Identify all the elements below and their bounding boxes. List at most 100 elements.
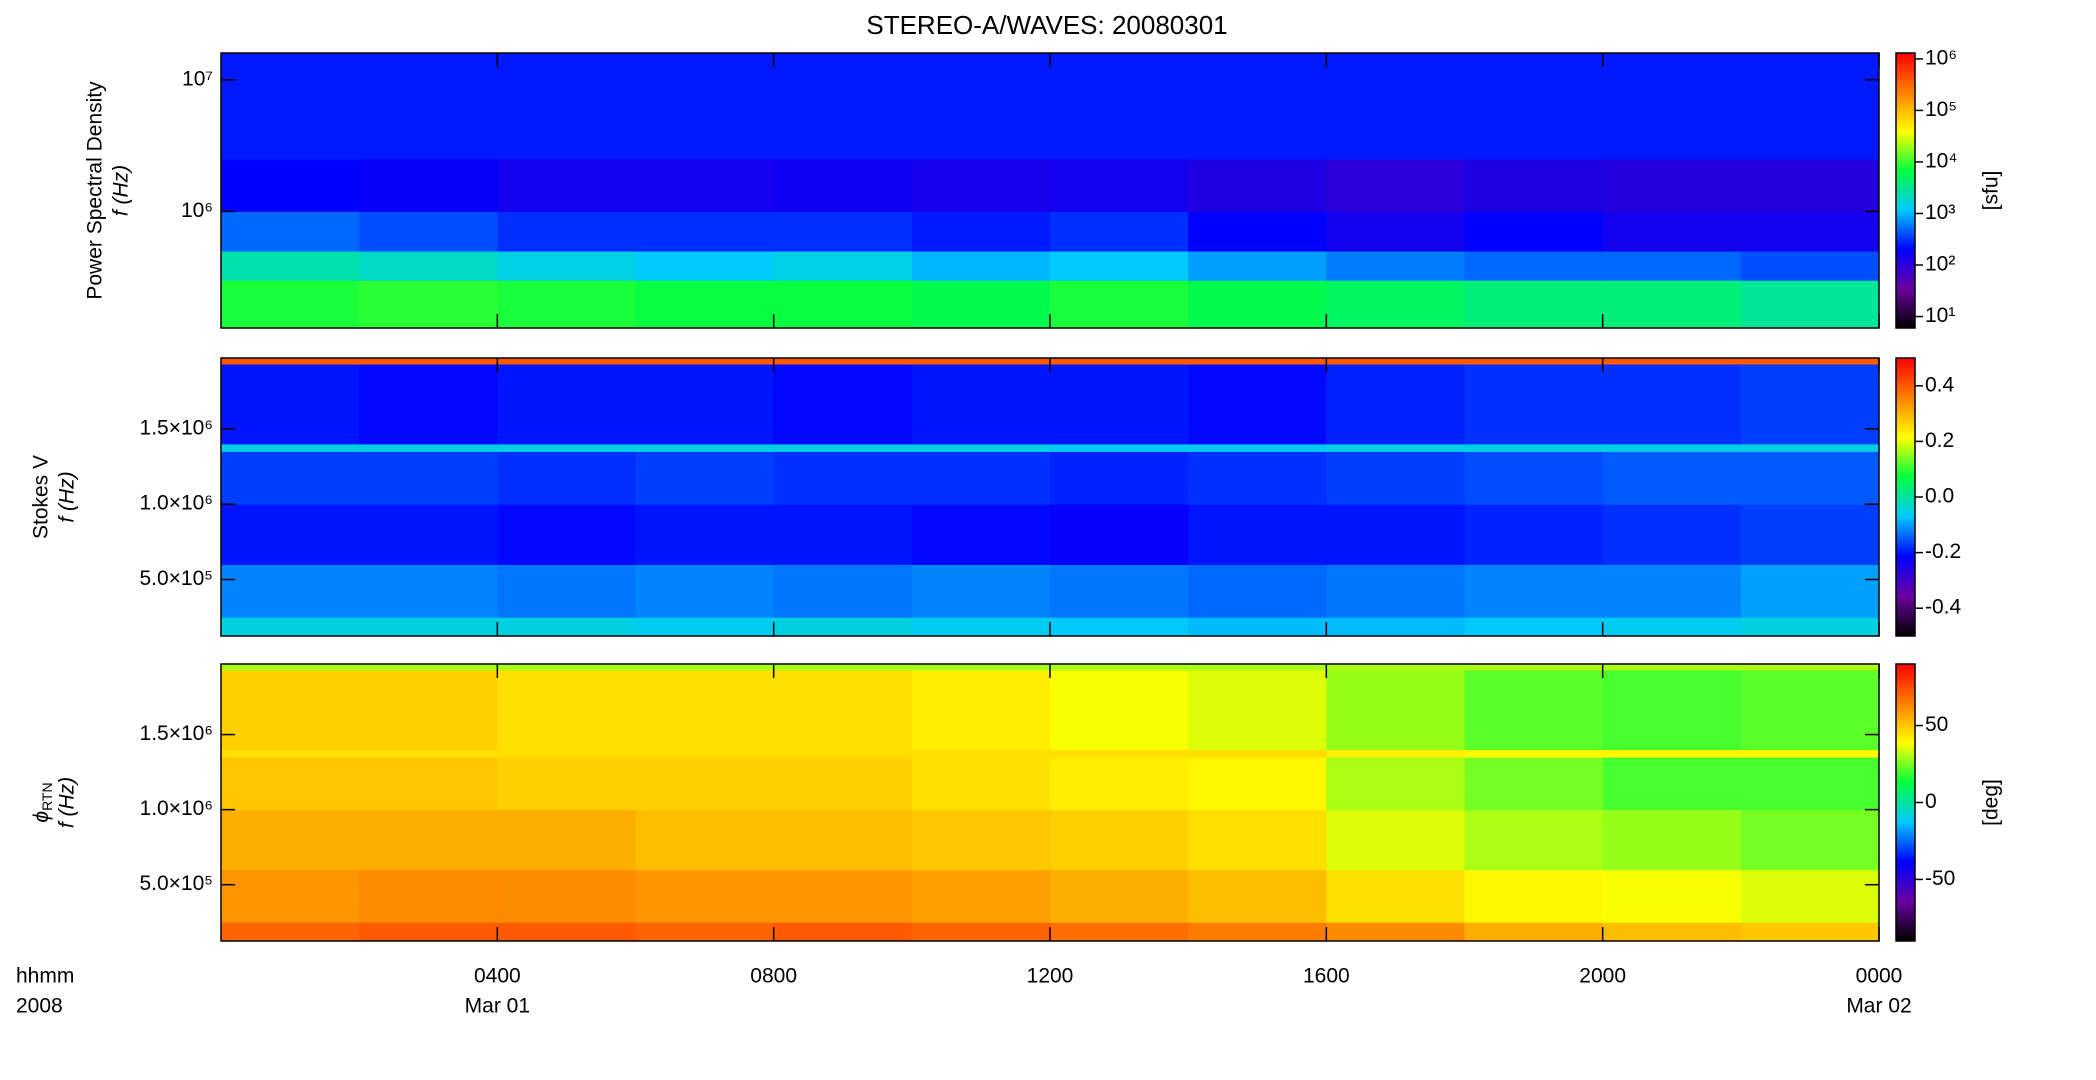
colorbar-tick-label: -0.4 bbox=[1925, 596, 1962, 619]
heatmap-cell bbox=[497, 922, 636, 942]
heatmap-cell bbox=[911, 749, 1051, 758]
heatmap-cell bbox=[635, 159, 775, 212]
y-tick-label: 1.0×10⁶ bbox=[140, 492, 213, 515]
heatmap-cell bbox=[635, 211, 775, 252]
heatmap-cell bbox=[1464, 53, 1604, 160]
heatmap-cell bbox=[1050, 53, 1189, 160]
heatmap-cell bbox=[221, 53, 360, 160]
heatmap-cell bbox=[635, 53, 775, 160]
heatmap-cell bbox=[911, 564, 1051, 618]
colorbar-tick-label: 0 bbox=[1925, 790, 1937, 813]
heatmap-cell bbox=[359, 443, 498, 452]
heatmap-cell bbox=[635, 280, 775, 329]
heatmap-cell bbox=[1326, 53, 1465, 160]
heatmap-cell bbox=[497, 451, 636, 505]
heatmap-cell bbox=[359, 159, 498, 212]
heatmap-cell bbox=[359, 757, 498, 811]
heatmap-cell bbox=[1326, 364, 1465, 445]
y-label-symbol: ϕ bbox=[30, 811, 53, 823]
heatmap-cell bbox=[497, 159, 636, 212]
heatmap-cell bbox=[773, 211, 913, 252]
colorbar bbox=[1895, 52, 1916, 329]
heatmap-cell bbox=[359, 564, 498, 618]
heatmap-cell bbox=[1740, 53, 1880, 160]
colorbar-tick-label: 0.2 bbox=[1925, 429, 1954, 452]
heatmap-cell bbox=[635, 664, 775, 671]
heatmap-cell bbox=[1050, 922, 1189, 942]
heatmap-cell bbox=[1050, 869, 1189, 923]
heatmap-cell bbox=[911, 757, 1051, 811]
heatmap-cell bbox=[1602, 749, 1742, 758]
heatmap-cell bbox=[221, 451, 360, 505]
heatmap-cell bbox=[1602, 670, 1742, 751]
heatmap-cell bbox=[635, 443, 775, 452]
heatmap-cell bbox=[911, 922, 1051, 942]
heatmap-cell bbox=[1464, 251, 1604, 281]
heatmap-cell bbox=[1740, 664, 1880, 671]
heatmap-cell bbox=[497, 617, 636, 637]
heatmap-cell bbox=[221, 749, 360, 758]
heatmap-cell bbox=[1602, 364, 1742, 445]
heatmap-cell bbox=[1602, 358, 1742, 365]
heatmap-cell bbox=[1740, 504, 1880, 565]
heatmap-cell bbox=[1188, 922, 1327, 942]
heatmap-cell bbox=[1602, 53, 1742, 160]
heatmap-cell bbox=[1050, 664, 1189, 671]
colorbar-label: [deg] bbox=[1980, 779, 2003, 826]
y-tick-label: 10⁶ bbox=[181, 199, 213, 222]
heatmap-cell bbox=[1188, 280, 1327, 329]
colorbar-tick-label: -50 bbox=[1925, 867, 1955, 890]
x-tick-label: 2000 bbox=[1579, 965, 1626, 988]
heatmap-cell bbox=[497, 664, 636, 671]
heatmap-cell bbox=[1326, 922, 1465, 942]
heatmap-cell bbox=[773, 451, 913, 505]
heatmap-cell bbox=[1188, 757, 1327, 811]
heatmap-cell bbox=[911, 53, 1051, 160]
heatmap-cell bbox=[497, 358, 636, 365]
heatmap-cell bbox=[911, 358, 1051, 365]
x-tick-label: 0000 bbox=[1856, 965, 1903, 988]
heatmap-cell bbox=[497, 749, 636, 758]
colorbar-tick-label: -0.2 bbox=[1925, 540, 1961, 563]
heatmap-cell bbox=[635, 564, 775, 618]
heatmap-cell bbox=[1326, 451, 1465, 505]
heatmap-cell bbox=[1326, 251, 1465, 281]
heatmap-cell bbox=[1740, 757, 1880, 811]
heatmap-cell bbox=[359, 211, 498, 252]
heatmap-cell bbox=[1464, 869, 1604, 923]
heatmap-cell bbox=[635, 251, 775, 281]
heatmap-cell bbox=[359, 664, 498, 671]
heatmap-cell bbox=[1740, 670, 1880, 751]
heatmap-cell bbox=[911, 159, 1051, 212]
heatmap-cell bbox=[221, 504, 360, 565]
heatmap-cell bbox=[1602, 451, 1742, 505]
heatmap-cell bbox=[1602, 211, 1742, 252]
heatmap-cell bbox=[1050, 364, 1189, 445]
heatmap-cell bbox=[1188, 564, 1327, 618]
heatmap-cell bbox=[1188, 211, 1327, 252]
x-axis-label: hhmm bbox=[16, 965, 74, 988]
heatmap-cell bbox=[1188, 159, 1327, 212]
heatmap-cell bbox=[221, 869, 360, 923]
heatmap-cell bbox=[221, 922, 360, 942]
heatmap-cell bbox=[1326, 443, 1465, 452]
heatmap-cell bbox=[1188, 617, 1327, 637]
heatmap-cell bbox=[773, 664, 913, 671]
heatmap-cell bbox=[1464, 664, 1604, 671]
heatmap-cell bbox=[1326, 749, 1465, 758]
heatmap-cell bbox=[635, 757, 775, 811]
heatmap-cell bbox=[773, 617, 913, 637]
heatmap-cell bbox=[1188, 809, 1327, 871]
heatmap-cell bbox=[1188, 364, 1327, 445]
heatmap-cell bbox=[773, 159, 913, 212]
x-tick-label: 1600 bbox=[1303, 965, 1350, 988]
heatmap-cell bbox=[1464, 358, 1604, 365]
heatmap-cell bbox=[359, 617, 498, 637]
heatmap-cell bbox=[1188, 451, 1327, 505]
y-tick-label: 10⁷ bbox=[182, 67, 213, 90]
y-tick-label: 1.0×10⁶ bbox=[140, 797, 213, 820]
heatmap-cell bbox=[1188, 504, 1327, 565]
heatmap-cell bbox=[635, 364, 775, 445]
y-tick-label: 1.5×10⁶ bbox=[140, 416, 213, 439]
